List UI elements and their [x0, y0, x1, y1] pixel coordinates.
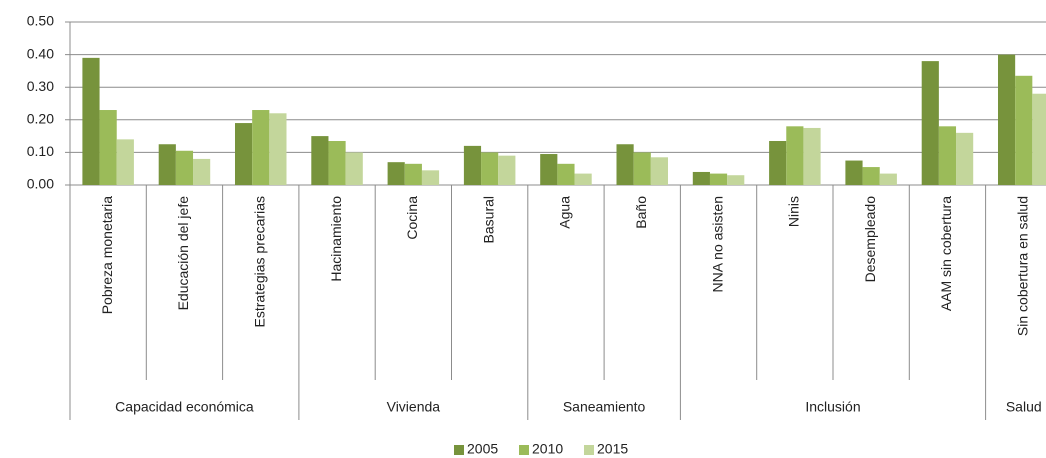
bar: [404, 163, 422, 185]
x-tick-label: Cocina: [404, 196, 420, 240]
bar: [463, 145, 482, 185]
x-tick-label: Desempleado: [862, 196, 878, 283]
bar: [481, 152, 499, 185]
bar: [997, 54, 1016, 185]
bar: [557, 163, 575, 185]
x-tick-label: Hacinamiento: [328, 196, 344, 282]
bar: [116, 139, 134, 185]
bar: [311, 136, 329, 185]
bar: [921, 61, 939, 186]
bar: [421, 170, 440, 185]
bar: [1015, 75, 1033, 185]
bar: [574, 173, 592, 185]
bar: [862, 167, 880, 185]
x-tick-label: Basural: [480, 196, 496, 243]
x-tick-label: Agua: [557, 196, 573, 229]
y-tick-label: 0.00: [27, 176, 54, 192]
bar: [727, 175, 745, 185]
bar: [1032, 93, 1046, 185]
group-label: Salud: [1006, 399, 1042, 415]
bar: [692, 171, 710, 185]
group-label: Capacidad económica: [115, 399, 254, 415]
legend-label: 2005: [467, 441, 498, 457]
bar: [175, 150, 194, 185]
bar: [803, 127, 821, 185]
x-tick-label: Educación del jefe: [175, 196, 191, 311]
x-tick-label: Ninis: [786, 196, 802, 227]
group-label: Saneamiento: [563, 399, 646, 415]
x-tick-label: Sin cobertura en salud: [1014, 196, 1030, 336]
x-tick-label: NNA no asisten: [709, 196, 725, 293]
bar: [99, 110, 117, 185]
bar: [158, 144, 176, 185]
y-tick-label: 0.10: [27, 143, 54, 159]
y-tick-label: 0.50: [27, 13, 54, 29]
y-tick-label: 0.40: [27, 45, 54, 61]
legend-swatch: [584, 445, 594, 455]
bar: [269, 113, 287, 185]
bar: [709, 173, 728, 185]
bar: [345, 152, 363, 185]
legend-swatch: [454, 445, 464, 455]
bar: [540, 154, 558, 185]
x-tick-label: AAM sin cobertura: [938, 196, 954, 311]
bar: [328, 140, 346, 185]
bar: [387, 162, 405, 185]
bar: [498, 155, 516, 185]
group-label: Vivienda: [387, 399, 441, 415]
bar: [879, 173, 897, 185]
x-tick-label: Baño: [633, 196, 649, 229]
bar: [769, 140, 787, 185]
bar: [786, 126, 804, 185]
legend-label: 2010: [532, 441, 563, 457]
y-tick-label: 0.20: [27, 111, 54, 127]
bar: [82, 57, 100, 185]
y-tick-label: 0.30: [27, 78, 54, 94]
x-tick-label: Pobreza monetaria: [99, 196, 115, 315]
bar: [193, 158, 211, 185]
bar: [650, 157, 669, 185]
group-label: Inclusión: [805, 399, 860, 415]
bar: [956, 132, 974, 185]
legend-swatch: [519, 445, 529, 455]
bar: [938, 126, 957, 185]
bar: [234, 123, 253, 185]
legend-label: 2015: [597, 441, 628, 457]
bar: [616, 144, 634, 185]
x-tick-label: Estrategias precarias: [251, 196, 267, 328]
bar: [633, 152, 651, 185]
bar: [845, 160, 863, 185]
bar: [252, 110, 270, 185]
